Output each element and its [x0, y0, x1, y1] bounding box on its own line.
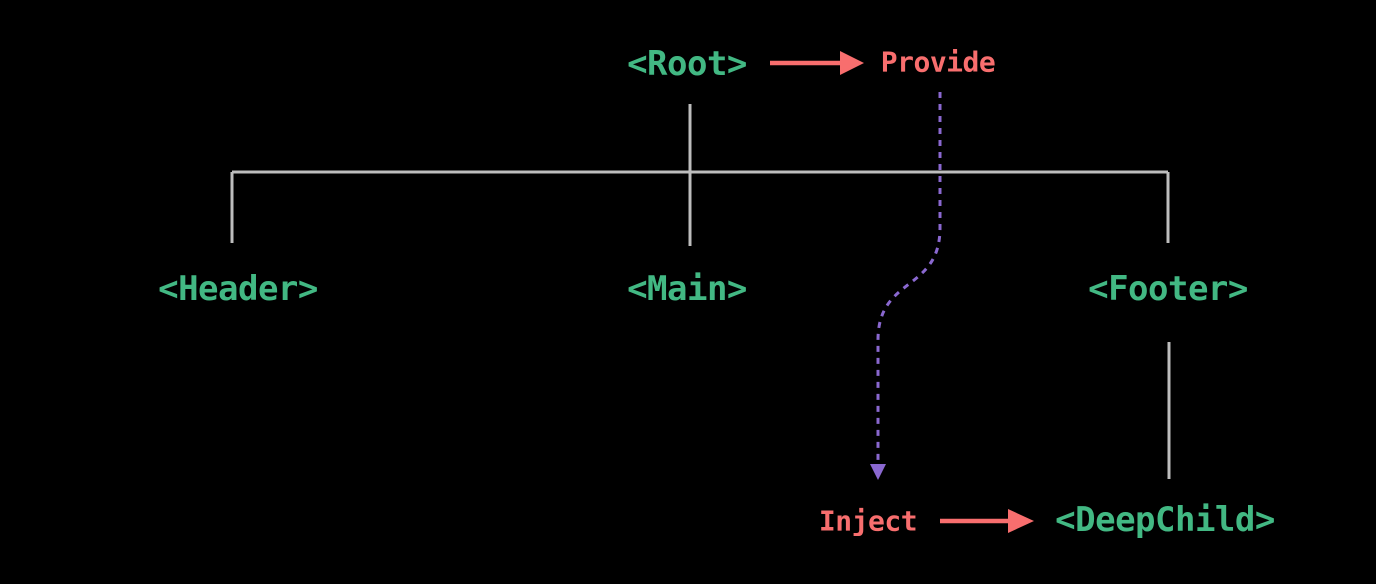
root-to-provide-arrow [770, 51, 864, 75]
inject-label: Inject [818, 504, 918, 538]
arrow-right-icon [840, 51, 864, 75]
node-footer: <Footer> [1088, 269, 1248, 309]
node-main: <Main> [627, 269, 747, 309]
node-deep-child: <DeepChild> [1055, 500, 1275, 540]
node-root: <Root> [627, 44, 747, 84]
arrow-right-icon [1008, 509, 1034, 533]
provide-to-inject-dashed-arrow [870, 92, 942, 480]
arrow-down-icon [870, 464, 886, 480]
inject-to-deepchild-arrow [940, 509, 1034, 533]
node-header: <Header> [158, 269, 318, 309]
dashed-curve [876, 92, 942, 462]
provide-label: Provide [880, 45, 996, 79]
